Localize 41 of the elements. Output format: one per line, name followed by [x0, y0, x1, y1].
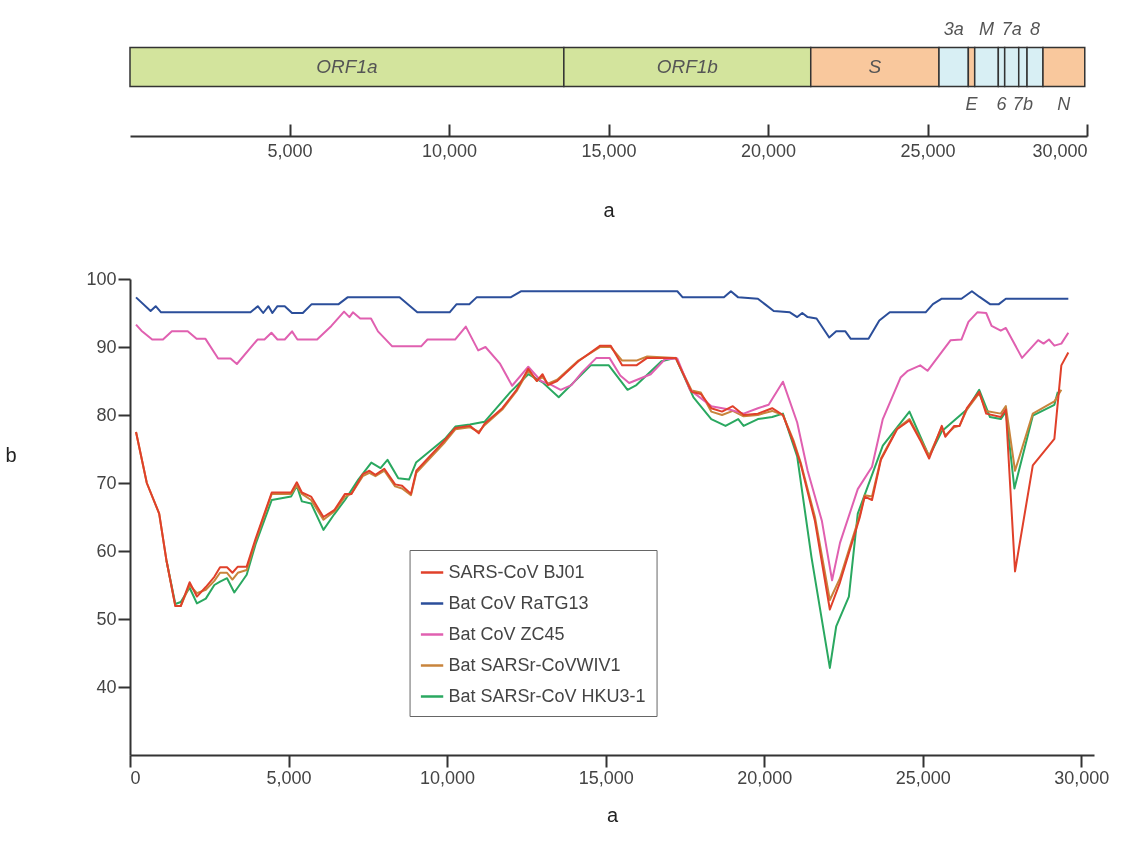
x-tick-label: 15,000	[581, 140, 637, 161]
legend-label: Bat CoV ZC45	[448, 623, 565, 644]
legend-label: SARS-CoV BJ01	[448, 561, 585, 582]
x-tick-label: 10,000	[420, 767, 476, 788]
y-tick-label: 40	[96, 676, 117, 697]
line-series	[135, 290, 1070, 340]
y-tick-label: 60	[96, 540, 117, 561]
legend-label: Bat SARSr-CoVWIV1	[448, 654, 621, 675]
series-label: ORF1b	[656, 56, 718, 77]
series-label: E	[965, 93, 979, 114]
series-label: S	[868, 56, 882, 77]
legend-label: Bat CoV RaTG13	[448, 592, 589, 613]
x-tick-label: 5,000	[266, 767, 312, 788]
x-tick-label: 30,000	[1054, 767, 1110, 788]
legend-label: Bat SARSr-CoV HKU3-1	[448, 685, 646, 706]
x-axis-title: a	[606, 803, 619, 826]
series-label: ORF1a	[316, 56, 378, 77]
x-tick-label: 30,000	[1032, 140, 1088, 161]
x-axis-title: a	[603, 198, 616, 221]
y-axis-title: b	[5, 443, 17, 466]
series-label: 7b	[1012, 93, 1033, 114]
series-label: 6	[996, 93, 1008, 114]
x-tick-label: 20,000	[737, 767, 793, 788]
x-tick-label: 25,000	[895, 767, 951, 788]
x-tick-label: 10,000	[421, 140, 478, 161]
series-label: 3a	[943, 18, 964, 39]
line-series	[135, 310, 1070, 582]
y-tick-label: 80	[96, 404, 117, 425]
y-tick-label: 70	[96, 472, 117, 493]
x-tick-label: 15,000	[578, 767, 634, 788]
y-tick-label: 100	[86, 268, 117, 289]
series-label: N	[1057, 93, 1072, 114]
series-label: M	[979, 18, 995, 39]
x-tick-label: 5,000	[267, 140, 313, 161]
x-tick-label: 25,000	[900, 140, 956, 161]
y-tick-label: 50	[96, 608, 117, 629]
series-label: 7a	[1001, 18, 1022, 39]
x-tick-label: 0	[130, 767, 141, 788]
y-tick-label: 90	[96, 336, 117, 357]
series-label: 8	[1030, 18, 1041, 39]
x-tick-label: 20,000	[740, 140, 797, 161]
